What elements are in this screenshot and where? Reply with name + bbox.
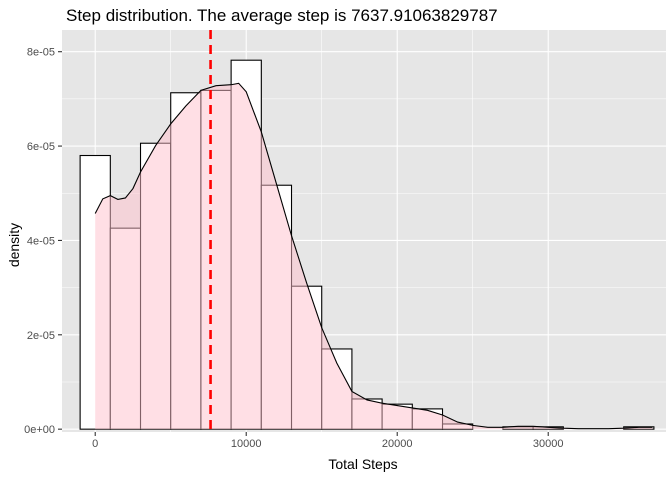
y-axis: 0e+00 2e-05 4e-05 6e-05 8e-05 — [24, 47, 62, 436]
x-tick-label: 10000 — [231, 438, 262, 450]
x-tick-label: 20000 — [382, 438, 413, 450]
density-curve — [94, 82, 653, 430]
x-axis-title: Total Steps — [328, 456, 397, 472]
y-tick-label: 4e-05 — [27, 235, 55, 247]
y-tick-label: 2e-05 — [27, 330, 55, 342]
x-tick-label: 30000 — [533, 438, 564, 450]
density-layer — [94, 82, 653, 430]
y-tick-label: 8e-05 — [27, 47, 55, 59]
density-area — [95, 83, 653, 430]
y-tick-label: 6e-05 — [27, 141, 55, 153]
y-tick-label: 0e+00 — [24, 424, 55, 436]
y-axis-title: density — [6, 223, 22, 267]
x-axis: 0 10000 20000 30000 — [92, 432, 564, 450]
x-tick-label: 0 — [92, 438, 98, 450]
chart-title: Step distribution. The average step is 7… — [66, 6, 498, 25]
